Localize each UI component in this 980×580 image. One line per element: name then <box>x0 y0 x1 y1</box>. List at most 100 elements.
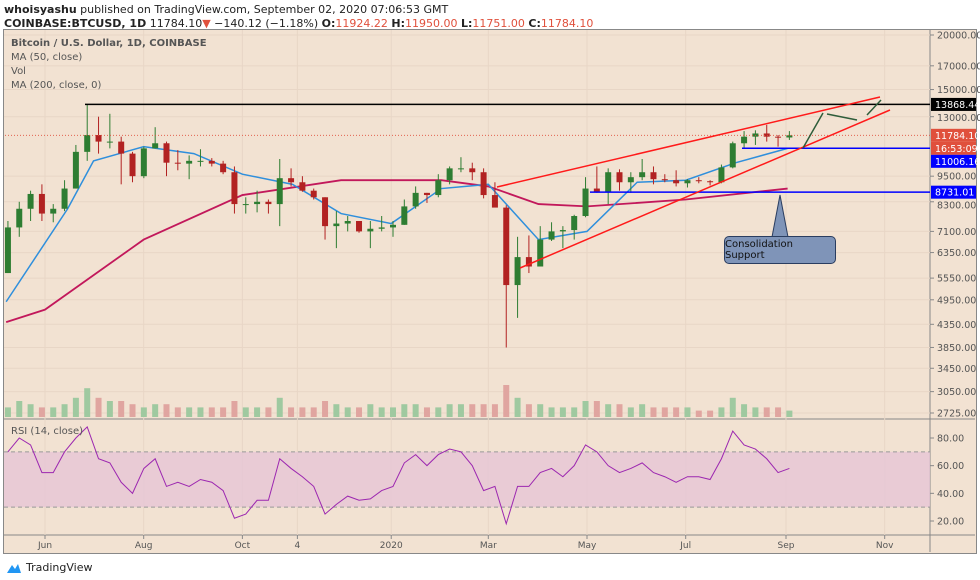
candle-body <box>344 221 351 224</box>
projection-path-line <box>802 112 824 149</box>
legend-ma50[interactable]: MA (50, close) <box>11 52 83 63</box>
candle-body <box>480 172 487 196</box>
candle-body <box>763 133 770 137</box>
volume-bar <box>344 407 351 417</box>
y-tick-label: 13000.00 <box>937 113 980 124</box>
candle-body <box>661 179 668 181</box>
volume-bar <box>480 404 487 417</box>
volume-bar <box>174 407 181 417</box>
volume-bar <box>72 397 79 417</box>
volume-bar <box>310 407 317 417</box>
volume-bar <box>752 407 759 417</box>
volume-bar <box>4 407 11 417</box>
candle-body <box>197 160 204 162</box>
low-label: L: <box>460 17 473 30</box>
candle-body <box>650 172 657 180</box>
candle-body <box>537 239 544 267</box>
candle-body <box>559 230 566 232</box>
volume-bar <box>786 410 793 417</box>
low-value: 11751.00 <box>472 17 525 30</box>
y-tick-label: 9500.00 <box>937 172 976 183</box>
volume-bar <box>741 404 748 417</box>
volume-bar <box>242 407 249 417</box>
volume-bar <box>84 388 91 417</box>
volume-bar <box>548 407 555 417</box>
y-tick-label: 8300.00 <box>937 201 976 212</box>
volume-bar <box>197 407 204 417</box>
x-tick-label: 4 <box>295 541 301 551</box>
candle-body <box>786 135 793 138</box>
price-axis-label: 11784.10 <box>935 131 980 142</box>
volume-bar <box>322 401 329 417</box>
candle-body <box>457 168 464 170</box>
legend-vol[interactable]: Vol <box>11 66 26 77</box>
volume-bar <box>50 407 57 417</box>
volume-bar <box>673 407 680 417</box>
candle-body <box>106 141 113 143</box>
y-tick-label: 7100.00 <box>937 227 976 238</box>
y-tick-label: 5550.00 <box>937 274 976 285</box>
consolidation-support-callout: Consolidation Support <box>724 236 836 264</box>
candle-body <box>333 223 340 227</box>
legend-ma200[interactable]: MA (200, close, 0) <box>11 80 102 91</box>
candle-body <box>95 135 102 142</box>
x-tick-label: Jul <box>679 541 691 551</box>
candle-body <box>129 153 136 177</box>
brand-text: TradingView <box>26 561 93 574</box>
candle-body <box>322 197 329 227</box>
volume-bar <box>95 397 102 417</box>
author[interactable]: whoisyashu <box>4 3 77 16</box>
volume-bar <box>707 410 714 417</box>
candle-body <box>61 188 68 209</box>
candle-body <box>288 178 295 183</box>
x-tick-label: Oct <box>235 541 251 551</box>
rsi-legend[interactable]: RSI (14, close) <box>11 426 84 437</box>
volume-bar <box>763 407 770 417</box>
volume-bar <box>401 404 408 417</box>
candle-body <box>469 168 476 173</box>
candle-body <box>673 180 680 184</box>
close-label: C: <box>528 17 541 30</box>
candle-body <box>276 178 283 205</box>
candle-body <box>695 180 702 182</box>
x-tick-label: Jun <box>37 541 52 551</box>
rsi-y-tick-label: 40.00 <box>937 489 964 500</box>
change: −140.12 (−1.18%) <box>214 17 319 30</box>
y-tick-label: 3450.00 <box>937 364 976 375</box>
candle-body <box>729 143 736 168</box>
high-label: H: <box>391 17 405 30</box>
candle-body <box>208 160 215 164</box>
volume-bar <box>299 407 306 417</box>
volume-bar <box>16 401 23 417</box>
volume-bar <box>559 407 566 417</box>
y-tick-label: 6350.00 <box>937 248 976 259</box>
open-label: O: <box>321 17 336 30</box>
publish-info: whoisyashu published on TradingView.com,… <box>4 3 448 16</box>
symbol: COINBASE:BTCUSD, 1D <box>4 17 147 30</box>
volume-bar <box>140 407 147 417</box>
candle-body <box>310 190 317 198</box>
candle-body <box>4 227 11 274</box>
volume-bar <box>469 404 476 417</box>
candle-body <box>639 172 646 178</box>
rsi-band <box>4 451 930 508</box>
volume-bar <box>729 397 736 417</box>
tradingview-logo-icon <box>7 563 21 573</box>
volume-bar <box>491 404 498 417</box>
volume-bar <box>288 407 295 417</box>
y-tick-label: 20000.00 <box>937 31 980 42</box>
y-tick-label: 15000.00 <box>937 85 980 96</box>
volume-bar <box>435 407 442 417</box>
volume-bar <box>129 404 136 417</box>
candle-body <box>582 188 589 217</box>
volume-bar <box>276 397 283 417</box>
symbol-info: COINBASE:BTCUSD, 1D 11784.10▼ −140.12 (−… <box>4 17 593 30</box>
candle-body <box>525 257 532 267</box>
rsi-y-tick-label: 20.00 <box>937 517 964 528</box>
candle-body <box>27 193 34 209</box>
candle-body <box>446 168 453 181</box>
candle-body <box>627 177 634 183</box>
candle-body <box>231 172 238 205</box>
volume-bar <box>220 407 227 417</box>
